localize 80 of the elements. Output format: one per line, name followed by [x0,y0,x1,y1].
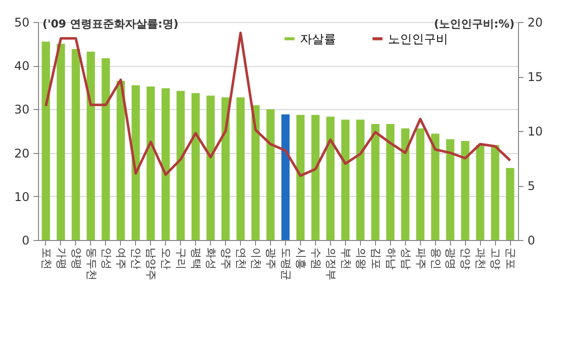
x-tick-label: 이천 [250,248,263,270]
y2-tick-label: 5 [528,179,536,193]
bar [356,120,364,240]
bar [401,128,410,240]
bar [491,144,500,240]
bar [341,120,350,240]
bar [506,168,514,240]
x-tick-label: 안양 [459,248,472,270]
bar [146,86,155,240]
x-tick-label: 포천 [40,248,53,270]
x-tick-label: 오산 [160,248,173,270]
x-tick-label: 가평 [54,248,68,270]
bar [431,134,440,240]
x-tick-label: 양주 [220,248,233,270]
bar [266,109,275,240]
y2-tick-label: 15 [528,70,543,84]
bar [86,52,95,240]
x-tick-label: 여주 [114,248,128,270]
x-tick-label: 양평 [70,248,83,270]
bar [221,97,230,240]
y-tick-label: 30 [14,102,30,117]
bar [102,58,110,240]
y-tick-label: 40 [14,59,30,74]
bar [72,49,80,240]
x-tick-label: 동두천 [84,248,98,280]
y2-tick-label: 10 [528,124,543,138]
bar [206,96,215,240]
bar [386,124,394,240]
y-tick-label: 50 [14,16,30,30]
x-tick-label: 성남 [399,248,412,270]
x-tick-label: 평택 [190,248,203,270]
x-tick-label: 수원 [309,248,322,270]
y2-tick-label: 0 [528,234,536,248]
x-tick-label: 파주 [414,248,428,270]
x-tick-label: 남양주 [144,248,158,280]
y2-tick-label: 20 [528,16,543,30]
x-tick-label: 광명 [444,248,458,270]
bar [192,93,200,240]
bar [311,114,320,240]
bar [416,128,424,240]
bar [476,144,484,240]
x-tick-label: 연천 [234,248,248,270]
bar [116,80,125,240]
bar [56,44,65,240]
x-tick-label: 안성 [100,248,113,270]
bar [236,97,245,240]
bar [176,90,185,240]
legend-label: 노인인구비 [388,32,448,46]
bar [371,124,380,240]
x-tick-label: 부천 [339,248,352,270]
x-tick-label: 광주 [264,248,278,270]
x-tick-label: 의정부 [324,248,338,280]
x-tick-label: 의왕 [354,248,368,270]
x-tick-label: 용인 [429,248,442,270]
bar [251,105,260,240]
x-tick-label: 시흥 [294,248,308,270]
y-axis-title: ('09 연령표준화자살률:명) [42,18,178,30]
x-tick-label: 고양 [489,248,502,270]
bar [42,42,50,240]
x-tick-label: 화성 [204,248,218,270]
x-tick-label: 하남 [384,248,398,270]
x-tick-label: 도평균 [279,248,292,280]
line-series [44,32,512,177]
bar [296,114,305,240]
legend-label: 자살률 [300,32,336,46]
x-tick-label: 군포 [504,248,518,270]
x-tick-label: 김포 [369,248,382,270]
x-tick-label: 안산 [130,248,143,270]
y2-axis-title: (노인인구비:%) [434,18,514,30]
bar [326,116,335,240]
bar [132,85,140,240]
bar [162,88,170,240]
bar [446,139,454,240]
y-tick-label: 0 [22,234,30,248]
y-tick-label: 20 [14,146,30,160]
x-tick-label: 과천 [474,248,488,270]
bar [461,141,470,240]
bar [281,114,290,240]
y-tick-label: 10 [14,190,30,204]
x-tick-label: 구리 [174,248,188,270]
